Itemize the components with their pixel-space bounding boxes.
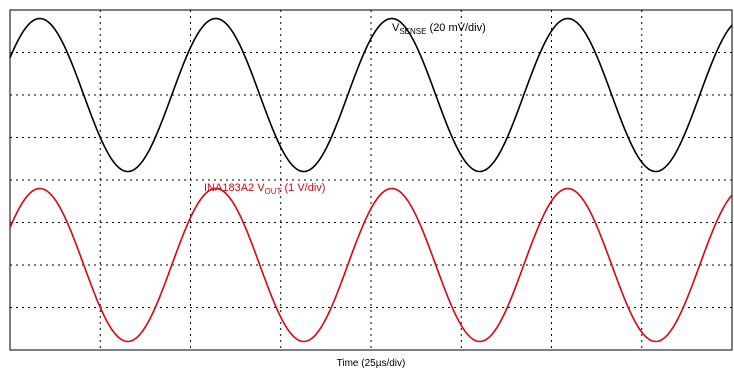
vsense-trace	[9, 17, 733, 173]
vout-trace	[9, 187, 733, 343]
vsense-label: VSENSE (20 mV/div)	[392, 22, 486, 36]
x-axis-label: Time (25µs/div)	[337, 358, 406, 369]
vout-label: INA183A2 VOUT (1 V/div)	[204, 182, 325, 196]
grid-lines	[10, 10, 732, 350]
